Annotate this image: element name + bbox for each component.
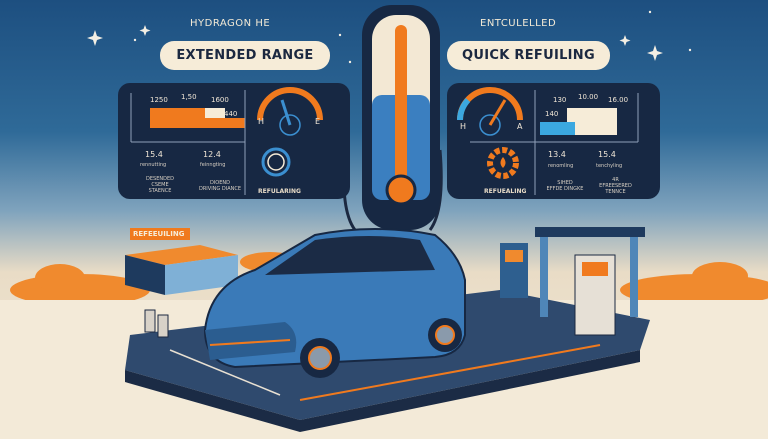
chart-label: 10.00 [578,93,599,101]
orange-clouds [10,252,768,306]
gauge-e-label: E [315,117,321,126]
quick-refueling-title: QUICK REFUILING [447,41,610,70]
gear-label: REFUEALING [484,188,527,195]
chart-label: 130 [553,96,567,104]
chart-label: 16.00 [608,96,629,104]
stat-caption: EFREESERED [599,183,632,189]
stat-value: 12.4 [203,150,221,159]
gauge-a-label: A [517,122,523,131]
stat-label: feinngting [200,162,226,168]
thermometer [342,5,443,231]
header-right-text: ENTCULELLED [480,18,557,29]
gauge-h-label: H [460,122,467,131]
hydrogen-car [203,228,466,378]
stat-caption: DRIVING DIANCE [198,186,242,192]
stat-label: tenchyling [596,163,623,169]
stat-caption: CSEME [151,182,169,188]
gauge-h-label: H [258,117,265,126]
timer-label: REFULARING [258,188,301,195]
fuel-pumps [144,227,645,338]
chart-label: 1,50 [181,93,197,101]
stat-caption: DIOEND [209,180,230,186]
chart-label: 140 [545,110,559,118]
station-sign: REFEEUILING [133,230,185,238]
stat-caption: SIHED [557,180,573,186]
stat-value: 15.4 [145,150,163,159]
stars [87,10,692,64]
chart-label: 1250 [150,96,168,104]
stat-caption: DESENDED [146,176,174,182]
stat-label: rennutting [140,162,167,168]
stat-caption: STAENCE [148,188,172,194]
stat-caption: 4R [612,177,619,183]
stat-label: renomling [548,163,574,169]
chart-label: 1600 [211,96,229,104]
extended-range-title: EXTENDED RANGE [160,41,330,70]
station-building [125,228,238,295]
stat-caption: EFFDE DINGKE [546,186,584,192]
stat-caption: TENNCE [605,189,626,195]
stat-value: 13.4 [548,150,566,159]
chart-label: 440 [224,110,238,118]
stat-value: 15.4 [598,150,616,159]
header-left-text: HYDRAGON HE [190,18,271,29]
